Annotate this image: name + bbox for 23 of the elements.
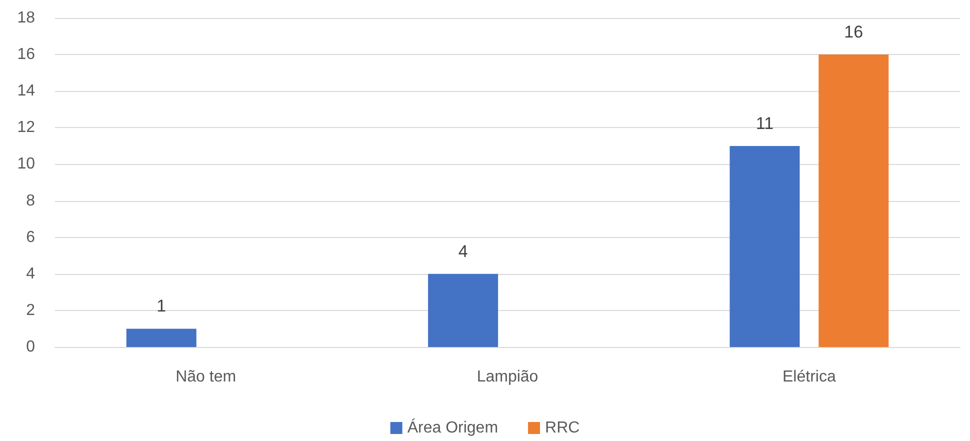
y-tick-label: 18 — [17, 10, 36, 26]
bar — [730, 146, 800, 347]
bar — [818, 54, 889, 347]
y-tick-label: 6 — [26, 228, 36, 246]
data-label: 16 — [844, 22, 864, 42]
y-tick-label: 4 — [26, 265, 36, 282]
data-label: 1 — [156, 296, 166, 316]
data-label: 4 — [458, 242, 468, 261]
bar — [428, 274, 498, 347]
y-tick-label: 14 — [17, 82, 36, 100]
y-tick-label: 12 — [17, 119, 36, 136]
y-tick-label: 8 — [26, 192, 36, 210]
data-label: 11 — [756, 114, 774, 133]
y-tick-label: 16 — [17, 46, 36, 64]
y-tick-label: 0 — [26, 338, 36, 356]
x-tick-label: Lampião — [476, 368, 538, 386]
x-tick-label: Não tem — [176, 368, 236, 386]
legend-label: Área Origem — [407, 418, 498, 436]
y-tick-label: 10 — [17, 156, 36, 173]
y-tick-label: 2 — [26, 302, 36, 319]
x-tick-label: Elétrica — [782, 368, 836, 386]
bar — [126, 328, 196, 347]
legend-label: RRC — [545, 420, 580, 436]
